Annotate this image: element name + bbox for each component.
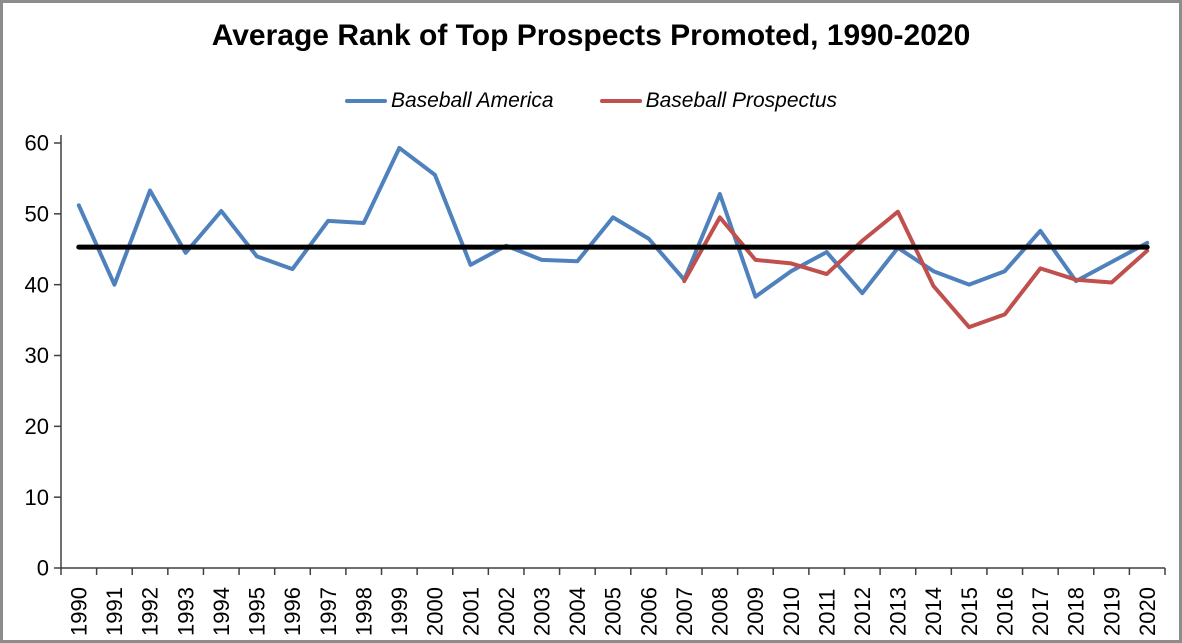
x-tick-label: 2010 [779, 587, 804, 636]
series-line-baseball-prospectus [682, 209, 1150, 330]
legend-label: Baseball Prospectus [645, 89, 838, 112]
y-tick-label: 60 [25, 131, 49, 156]
x-tick-label: 2012 [850, 587, 875, 636]
x-tick-label: 2018 [1064, 587, 1089, 636]
x-tick-label: 2011 [814, 589, 839, 636]
x-tick-label: 1996 [280, 587, 305, 636]
x-tick-label: 2007 [672, 587, 697, 636]
y-tick-label: 30 [25, 343, 49, 368]
x-tick-label: 1999 [387, 587, 412, 636]
x-tick-label: 2005 [601, 587, 626, 636]
x-tick-label: 2014 [921, 587, 946, 636]
x-tick-label: 2013 [886, 587, 911, 636]
chart-title: Average Rank of Top Prospects Promoted, … [211, 19, 971, 52]
x-tick-label: 1991 [102, 587, 127, 636]
x-tick-label: 2000 [423, 587, 448, 636]
series-line-baseball-america [76, 145, 1150, 299]
x-tick-label: 2015 [957, 587, 982, 636]
x-tick-label: 2003 [529, 587, 554, 636]
x-tick-label: 2001 [458, 587, 483, 636]
y-tick-label: 10 [25, 485, 49, 510]
legend-item-baseball-prospectus: Baseball Prospectus [599, 89, 838, 113]
x-tick-label: 2016 [992, 587, 1017, 636]
x-tick-label: 1990 [67, 587, 92, 636]
legend-item-baseball-america: Baseball America [344, 89, 554, 113]
y-tick-label: 0 [37, 556, 49, 581]
x-tick-label: 2019 [1099, 587, 1124, 636]
y-tick-label: 50 [25, 202, 49, 227]
x-tick-label: 2017 [1028, 587, 1053, 636]
x-tick-label: 2008 [708, 587, 733, 636]
legend-label: Baseball America [390, 89, 554, 112]
y-tick-label: 40 [25, 272, 49, 297]
legend-line-swatch-red [599, 99, 642, 103]
x-tick-label: 2004 [565, 587, 590, 636]
y-tick-label: 20 [25, 414, 49, 439]
x-tick-label: 1997 [316, 587, 341, 636]
x-tick-label: 1994 [209, 587, 234, 636]
x-tick-label: 2006 [636, 587, 661, 636]
x-tick-label: 1993 [173, 587, 198, 636]
legend: Baseball America Baseball Prospectus [3, 89, 1179, 113]
x-tick-label: 1998 [351, 587, 376, 636]
x-tick-label: 2020 [1135, 587, 1160, 636]
legend-line-swatch-blue [344, 99, 387, 103]
x-tick-label: 2002 [494, 587, 519, 636]
x-tick-label: 1992 [138, 587, 163, 636]
plot-area: 0 10 20 30 40 50 60 1990 1991 1992 1993 1994 1995 199… [25, 131, 1166, 636]
x-tick-label: 2009 [743, 587, 768, 636]
x-tick-label: 1995 [245, 587, 270, 636]
